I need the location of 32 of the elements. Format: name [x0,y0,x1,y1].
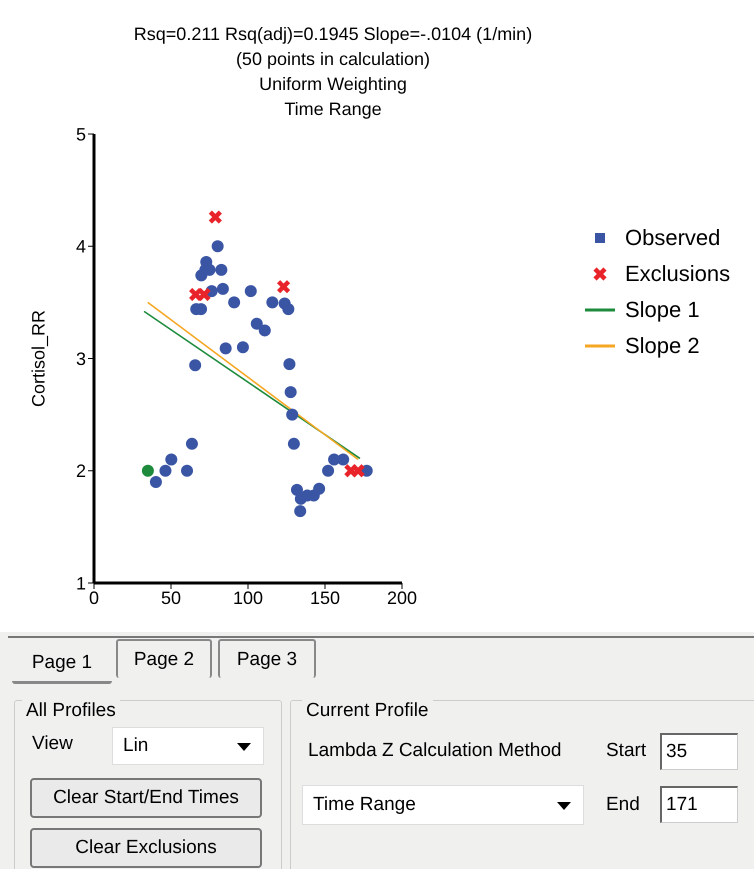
text: Start [606,740,646,762]
legend-label: Slope 1 [625,296,700,324]
y-tick-label: 2 [76,461,86,482]
y-tick-label: 5 [76,124,86,144]
text: Page 1 [32,652,92,674]
text: Page 2 [134,648,194,670]
x-tick-label: 150 [310,588,340,608]
x-tick-label: 200 [386,588,418,608]
chart-title: Rsq=0.211 Rsq(adj)=0.1945 Slope=-.0104 (1/min) [132,23,534,46]
legend-label: Exclusions [625,260,730,288]
legend-label: Slope 2 [625,332,700,360]
text: View [32,733,73,755]
x-tick-label: 100 [232,588,264,608]
text: All Profiles [22,700,120,722]
text: Lin [123,735,148,757]
text: Time Range [313,794,416,816]
x-tick-label: 50 [160,588,182,608]
text: 171 [666,794,698,816]
y-tick-label: 4 [76,236,86,257]
text: Clear Exclusions [75,837,217,859]
chart-subtitle: (50 points in calculation) Uniform Weighting Time Range [234,48,432,121]
x-tick-label: 0 [88,588,100,608]
y-tick-label: 1 [76,573,86,594]
legend-label: Observed [625,224,720,252]
text: 35 [666,741,688,763]
text: Clear Start/End Times [53,787,239,809]
text: Page 3 [236,648,298,670]
text: End [606,794,640,816]
text: Current Profile [302,700,432,722]
y-tick-label: 3 [76,348,86,369]
text: Lambda Z Calculation Method [308,740,562,762]
y-axis-title: Cortisol_RR [28,310,48,408]
